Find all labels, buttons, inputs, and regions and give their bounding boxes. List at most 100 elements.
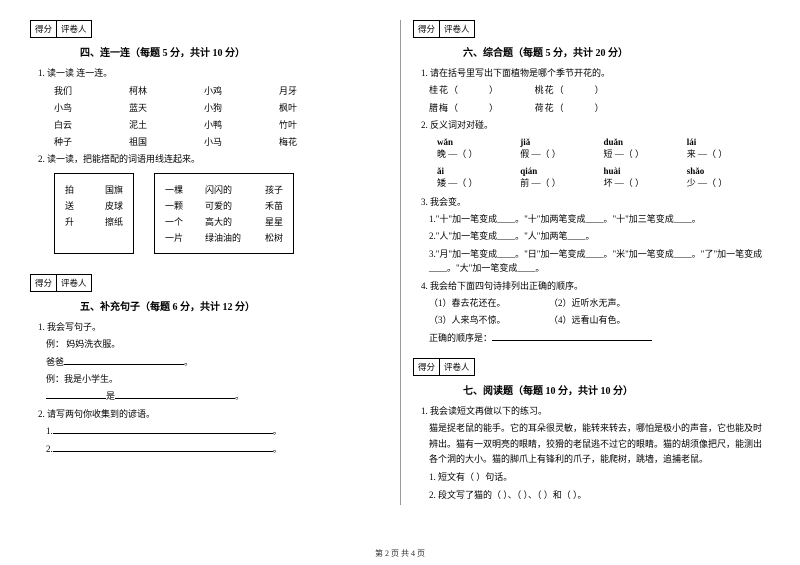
w: 星星 <box>265 215 283 228</box>
w: 可爱的 <box>205 199 265 212</box>
word-row: 小鸟蓝天小狗枫叶 <box>54 101 388 114</box>
score-box: 得分 评卷人 <box>30 20 388 38</box>
q6-4: 4. 我会给下面四句诗排列出正确的顺序。 <box>421 279 770 293</box>
w: 泥土 <box>129 118 204 131</box>
t: 桃花（ <box>535 85 565 95</box>
match-box-2: 一棵闪闪的孩子 一颗可爱的禾苗 一个高大的星星 一片绿油油的松树 <box>154 173 294 254</box>
underline <box>115 389 235 399</box>
ch: 短 —（ ） <box>604 147 687 160</box>
w: 梅花 <box>279 135 354 148</box>
page-container: 得分 评卷人 四、连一连（每题 5 分，共计 10 分） 1. 读一读 连一连。… <box>0 0 800 515</box>
num: 2. <box>46 444 53 454</box>
poem: （3）人来鸟不惊。 <box>429 313 549 327</box>
py: ǎi <box>437 166 520 176</box>
w: 孩子 <box>265 183 283 196</box>
mid: 是 <box>106 391 115 401</box>
w: 小狗 <box>204 101 279 114</box>
section-5-title: 五、补充句子（每题 6 分，共计 12 分） <box>30 294 388 317</box>
q7-sub2: 2. 段文写了猫的（ ）、（ ）、（ ）和（ ）。 <box>429 488 770 502</box>
w: 送 <box>65 199 105 212</box>
score-box: 得分 评卷人 <box>413 20 770 38</box>
py: duǎn <box>604 137 687 147</box>
w: 皮球 <box>105 199 123 212</box>
pinyin-row: wǎnjiǎduǎnlái <box>437 137 770 147</box>
right-column: 得分 评卷人 六、综合题（每题 5 分，共计 20 分） 1. 请在括号里写出下… <box>400 20 770 505</box>
underline <box>492 331 652 341</box>
poem: （2）近听水无声。 <box>549 298 626 308</box>
blank-line: 是。 <box>46 389 388 403</box>
ch: 晚 —（ ） <box>437 147 520 160</box>
w: 蓝天 <box>129 101 204 114</box>
score-box: 得分 评卷人 <box>30 274 388 292</box>
word-row: 白云泥土小鸭竹叶 <box>54 118 388 131</box>
underline <box>53 442 273 452</box>
w: 小马 <box>204 135 279 148</box>
q4-1: 1. 读一读 连一连。 <box>38 66 388 80</box>
w: 祖国 <box>129 135 204 148</box>
w: 拍 <box>65 183 105 196</box>
w: 擦纸 <box>105 215 123 228</box>
plant-row: 桂花（ ） 桃花（ ） <box>429 83 770 97</box>
match-box-1: 拍国旗 送皮球 升擦纸 <box>54 173 134 254</box>
plant-row: 腊梅（ ） 荷花（ ） <box>429 101 770 115</box>
w: 一片 <box>165 231 205 244</box>
blank-line: 爸爸。 <box>46 355 388 369</box>
t: 桂花（ <box>429 85 459 95</box>
t: 荷花（ <box>535 103 565 113</box>
word-row: 种子祖国小马梅花 <box>54 135 388 148</box>
section-4-title: 四、连一连（每题 5 分，共计 10 分） <box>30 40 388 63</box>
py: wǎn <box>437 137 520 147</box>
q7-1: 1. 我会读短文再做以下的练习。 <box>421 404 770 418</box>
q7-sub1: 1. 短文有（ ）句话。 <box>429 470 770 484</box>
score-label: 得分 <box>30 20 57 38</box>
section-7-title: 七、阅读题（每题 10 分，共计 10 分） <box>413 378 770 401</box>
w: 白云 <box>54 118 129 131</box>
ch: 前 —（ ） <box>520 176 603 189</box>
q4-2: 2. 读一读，把能搭配的词语用线连起来。 <box>38 152 388 166</box>
proverb-2: 2.。 <box>46 442 388 456</box>
score-label: 得分 <box>30 274 57 292</box>
grader-label: 评卷人 <box>56 20 92 38</box>
w: 国旗 <box>105 183 123 196</box>
py: shǎo <box>687 166 770 176</box>
w: 一个 <box>165 215 205 228</box>
w: 一颗 <box>165 199 205 212</box>
py: jiǎ <box>520 137 603 147</box>
t: 腊梅（ <box>429 103 459 113</box>
ch: 假 —（ ） <box>520 147 603 160</box>
w: 小鸡 <box>204 84 279 97</box>
q6-3-line: 3."月"加一笔变成____。"日"加一笔变成____。"米"加一笔变成____… <box>429 247 770 276</box>
py: huài <box>604 166 687 176</box>
num: 1. <box>46 426 53 436</box>
w: 种子 <box>54 135 129 148</box>
q5-1: 1. 我会写句子。 <box>38 320 388 334</box>
w: 闪闪的 <box>205 183 265 196</box>
grader-label: 评卷人 <box>439 20 475 38</box>
w: 松树 <box>265 231 283 244</box>
t: ） <box>595 103 605 113</box>
q6-2: 2. 反义词对对碰。 <box>421 118 770 132</box>
w: 月牙 <box>279 84 354 97</box>
py: qián <box>520 166 603 176</box>
q6-3-line: 1."十"加一笔变成____。"十"加两笔变成____。"十"加三笔变成____… <box>429 212 770 226</box>
poem: （1）春去花还在。 <box>429 296 549 310</box>
w: 枫叶 <box>279 101 354 114</box>
w: 小鸭 <box>204 118 279 131</box>
proverb-1: 1.。 <box>46 424 388 438</box>
w: 一棵 <box>165 183 205 196</box>
w: 小鸟 <box>54 101 129 114</box>
t: ） <box>489 103 495 113</box>
ch: 坏 —（ ） <box>604 176 687 189</box>
pinyin-row: ǎiqiánhuàishǎo <box>437 166 770 176</box>
q6-3-line: 2."人"加一笔变成____。"人"加两笔____。 <box>429 229 770 243</box>
t: ） <box>489 85 495 95</box>
ch: 来 —（ ） <box>687 147 770 160</box>
score-label: 得分 <box>413 20 440 38</box>
w: 竹叶 <box>279 118 354 131</box>
section-6-title: 六、综合题（每题 5 分，共计 20 分） <box>413 40 770 63</box>
underline <box>53 424 273 434</box>
w: 绿油油的 <box>205 231 265 244</box>
order-line: 正确的顺序是： <box>429 331 770 345</box>
grader-label: 评卷人 <box>56 274 92 292</box>
poem-row: （1）春去花还在。（2）近听水无声。 <box>429 296 770 310</box>
